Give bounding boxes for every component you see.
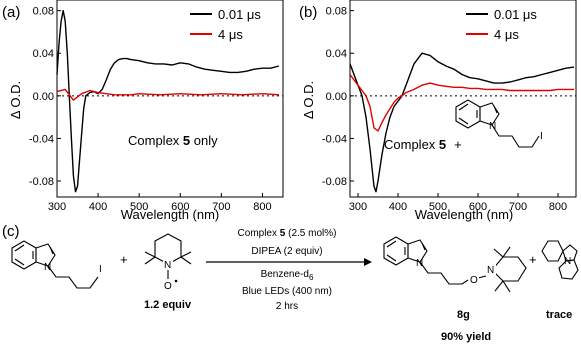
tempo-o-label: O (164, 281, 172, 292)
product-o-bg (470, 274, 479, 284)
pyrrole-ring (479, 102, 500, 126)
butyl-chain (491, 124, 540, 148)
chart-b-n-label: N (489, 121, 496, 132)
chart-a-xtick-label: 600 (171, 201, 189, 213)
chart-b: Δ O.D. Wavelength (nm) Complex 5 + N I 30… (301, 0, 577, 222)
scheme-plus-2: + (529, 252, 537, 267)
panel-b-letter: (b) (299, 4, 317, 21)
product-n-label: N (416, 258, 423, 269)
tempo-n-bg (163, 259, 173, 270)
chart-b-xtick-label: 400 (389, 201, 407, 213)
chart-a-xtick-label: 800 (253, 201, 271, 213)
substrate-n-label: N (44, 262, 51, 273)
product-structure (383, 236, 527, 293)
scheme-plus-1: + (120, 252, 128, 267)
cond-solvent: Benzene-d6 (261, 269, 314, 282)
chart-b-i-label: I (540, 131, 543, 142)
chart-b-series-line-0 (349, 52, 575, 193)
chart-a-ytick-label: 0.08 (33, 6, 54, 18)
product-n2-bg (487, 264, 496, 275)
chart-b-xtick-label: 500 (429, 201, 447, 213)
chart-a-ytick-label: -0.08 (29, 176, 54, 188)
chart-b-ylabel: Δ O.D. (301, 81, 316, 119)
chart-b-xlabel: Wavelength (nm) (415, 207, 514, 222)
chart-b-legend-label-1: 4 μs (494, 27, 519, 42)
chart-b-ytick-label: 0.08 (326, 6, 347, 18)
chart-b-annotation: Complex 5 + (384, 137, 462, 152)
chart-b-series-line-1 (349, 74, 574, 132)
substrate-structure (11, 240, 99, 289)
chart-a-series-line-0 (56, 9, 280, 193)
product-yield: 90% yield (441, 331, 491, 343)
chart-b-ytick-label: 0.04 (326, 48, 347, 60)
chart-a-legend-label-0: 0.01 μs (218, 7, 261, 22)
chart-b-legend-label-0: 0.01 μs (494, 7, 537, 22)
product-label: 8g (457, 309, 470, 321)
chart-b-ytick-label: -0.08 (322, 176, 347, 188)
chart-b-xtick-label: 800 (549, 201, 567, 213)
product-n2-label: N (487, 265, 494, 276)
cond-complex: Complex 5 (2.5 mol%) (238, 228, 337, 239)
chart-a-annotation: Complex 5 only (128, 133, 218, 148)
chart-b-ytick-label: -0.04 (322, 133, 347, 145)
chart-a-xtick-label: 400 (89, 201, 107, 213)
tempo-structure (144, 233, 192, 279)
tempo-n-label: N (164, 260, 171, 271)
chart-a-frame (56, 0, 284, 198)
chart-a-ytick-label: 0.04 (33, 48, 54, 60)
chart-b-xtick-label: 600 (469, 201, 487, 213)
chart-a-xlabel: Wavelength (nm) (121, 207, 220, 222)
chart-a: Δ O.D. Wavelength (nm) Complex 5 only 30… (8, 0, 284, 222)
chart-b-xtick-label: 700 (509, 201, 527, 213)
cond-light: Blue LEDs (400 nm) (242, 286, 332, 297)
chart-b-frame (349, 0, 577, 198)
chart-a-legend-label-1: 4 μs (218, 27, 243, 42)
chart-a-ytick-label: -0.04 (29, 133, 54, 145)
panel-c-letter: (c) (2, 223, 20, 240)
product-o-label: O (470, 275, 478, 286)
chart-a-xtick-label: 500 (130, 201, 148, 213)
chart-a-series-line-1 (56, 88, 279, 101)
chart-a-xtick-label: 700 (212, 201, 230, 213)
side-product-label: trace (546, 309, 572, 321)
cond-time: 2 hrs (276, 301, 298, 312)
chart-b-xtick-label: 300 (349, 201, 367, 213)
chart-b-ytick-label: 0.00 (326, 91, 347, 103)
side-product-structure (541, 240, 579, 280)
tempo-equiv: 1.2 equiv (144, 299, 192, 311)
cond-base: DIPEA (2 equiv) (251, 246, 322, 257)
chart-b-iodo-structure (455, 99, 540, 148)
chart-a-ytick-label: 0.00 (33, 91, 54, 103)
panel-a-letter: (a) (2, 4, 20, 21)
substrate-i-label: I (99, 264, 102, 275)
reaction-arrowhead (364, 258, 372, 266)
radical-dot (174, 279, 178, 283)
chart-a-xtick-label: 300 (48, 201, 66, 213)
chart-a-ylabel: Δ O.D. (8, 81, 23, 119)
side-product-n-label: N (564, 256, 571, 267)
